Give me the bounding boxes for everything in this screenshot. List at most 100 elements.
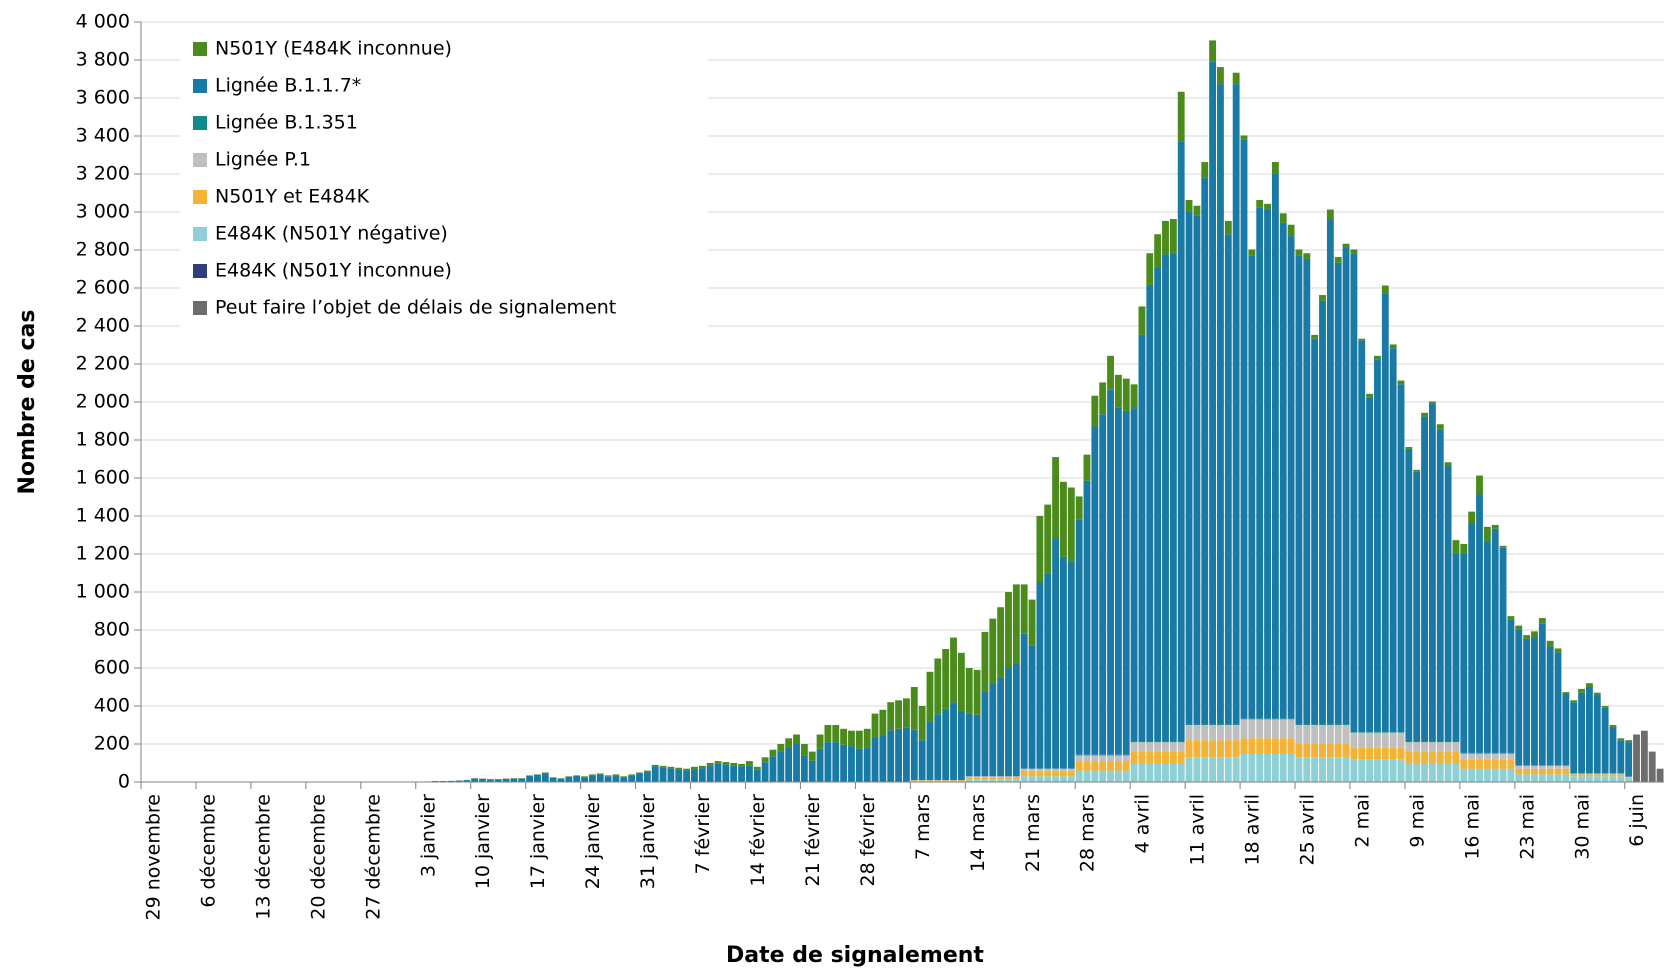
x-tick-label: 14 février — [747, 794, 769, 887]
bar-segment — [1460, 553, 1468, 753]
bar-segment — [1044, 770, 1052, 777]
bar-segment — [1107, 355, 1114, 390]
bar-segment — [1491, 524, 1499, 529]
legend: N501Y (E484K inconnue) Lignée B.1.1.7* Lig… — [180, 30, 708, 330]
bar-segment — [1240, 753, 1248, 782]
bar-segment — [1515, 629, 1523, 766]
bar-segment — [1130, 742, 1138, 752]
bar-segment — [526, 775, 534, 782]
bar-segment — [1067, 487, 1075, 562]
bar-segment — [1295, 249, 1303, 256]
bar-segment — [1271, 162, 1279, 174]
bar-segment — [1483, 542, 1491, 753]
bar-segment — [1099, 761, 1107, 771]
bar-segment — [1428, 741, 1436, 743]
bar-segment — [1483, 753, 1491, 760]
bar-segment — [1264, 738, 1271, 754]
bar-segment — [1358, 732, 1366, 733]
bar-segment — [675, 767, 683, 770]
bar-segment — [1044, 768, 1052, 771]
bar-segment — [1444, 751, 1452, 763]
bar-segment — [1538, 623, 1546, 766]
bar-segment — [1421, 741, 1428, 743]
bar-segment — [1562, 694, 1570, 766]
bar-segment — [1303, 744, 1311, 758]
bar-segment — [1130, 408, 1138, 742]
bar-segment — [1609, 725, 1617, 727]
bar-segment — [1122, 410, 1130, 755]
bar-segment — [667, 766, 675, 769]
bar-segment — [1114, 374, 1122, 408]
bar-segment — [1523, 774, 1531, 782]
bar-segment — [910, 687, 918, 730]
bar-segment — [1287, 236, 1295, 719]
bar-segment — [1169, 219, 1177, 253]
bar-segment — [1177, 763, 1185, 782]
bar-segment — [534, 774, 541, 775]
bar-segment — [1578, 774, 1585, 777]
bar-segment — [1232, 725, 1240, 741]
bar-segment — [1531, 765, 1538, 769]
bar-segment — [479, 778, 486, 782]
bar-segment — [1209, 40, 1217, 62]
bar-segment — [761, 757, 769, 763]
bar-segment — [1625, 776, 1633, 778]
bar-segment — [1358, 747, 1366, 760]
y-axis-title: Nombre de cas — [15, 310, 40, 495]
bar-segment — [738, 766, 745, 782]
bar-segment — [698, 765, 706, 769]
bar-segment — [1358, 338, 1366, 341]
bar-segment — [1177, 91, 1185, 142]
bar-segment — [1311, 724, 1319, 725]
bar-segment — [989, 776, 997, 778]
bar-segment — [1554, 765, 1562, 769]
bar-segment — [934, 714, 942, 781]
bar-segment — [1601, 707, 1609, 774]
bar-segment — [1130, 751, 1138, 763]
bar-segment — [950, 637, 957, 703]
bar-segment — [1028, 768, 1036, 771]
bar-segment — [816, 748, 824, 782]
bar-segment — [1326, 219, 1334, 725]
bar-segment — [879, 735, 887, 782]
x-axis-title: Date de signalement — [726, 943, 984, 968]
bar-segment — [1020, 584, 1028, 634]
bar-segment — [1538, 765, 1546, 769]
bar-segment — [1468, 753, 1476, 760]
bar-segment — [1154, 742, 1162, 752]
bar-segment — [557, 778, 565, 782]
bar-segment — [1138, 751, 1146, 763]
bar-segment — [1201, 177, 1209, 725]
bar-segment — [1617, 740, 1625, 774]
bar-segment — [1609, 774, 1617, 777]
bar-segment — [1452, 741, 1460, 743]
bar-segment — [1020, 768, 1028, 771]
bar-segment — [1240, 718, 1248, 720]
bar-segment — [1413, 469, 1421, 472]
bar-segment — [1028, 645, 1036, 769]
legend-label: Peut faire l’objet de délais de signalem… — [215, 297, 616, 319]
bar-segment — [981, 631, 989, 692]
bar-segment — [1499, 768, 1507, 782]
bar-segment — [1342, 724, 1350, 725]
x-tick-label: 10 janvier — [472, 794, 494, 889]
bar-segment — [1012, 777, 1020, 780]
bar-segment — [1146, 742, 1154, 752]
y-tick-label: 4 000 — [76, 11, 130, 33]
legend-swatch — [193, 116, 207, 130]
bar-segment — [824, 725, 832, 743]
bar-segment — [1185, 724, 1193, 725]
bar-segment — [769, 756, 777, 782]
bar-segment — [643, 770, 651, 773]
bar-segment — [1585, 683, 1593, 687]
bar-segment — [1169, 742, 1177, 752]
bar-segment — [1578, 692, 1585, 774]
bar-segment — [1381, 732, 1389, 748]
x-tick-label: 4 avril — [1132, 794, 1154, 853]
bar-segment — [1421, 763, 1428, 782]
x-tick-label: 16 mai — [1461, 794, 1483, 860]
bar-segment — [1366, 732, 1374, 748]
x-tick-label: 2 mai — [1351, 794, 1373, 848]
bar-segment — [816, 734, 824, 749]
bar-segment — [1201, 740, 1209, 758]
